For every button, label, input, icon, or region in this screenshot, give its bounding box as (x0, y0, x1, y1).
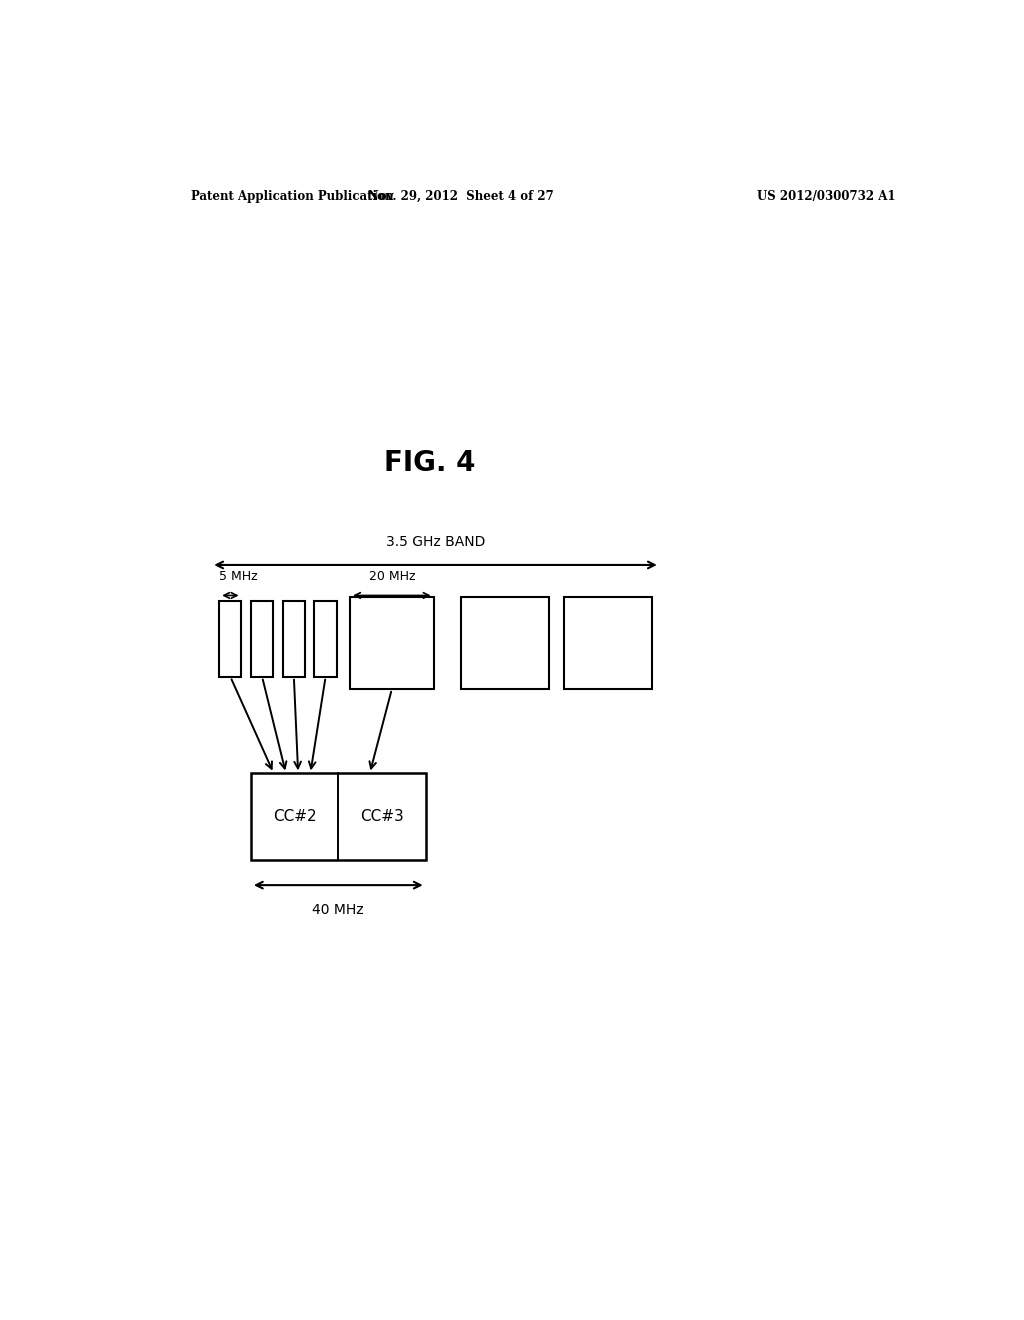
Text: 40 MHz: 40 MHz (312, 903, 365, 917)
Bar (219, 601, 242, 677)
Bar (283, 601, 305, 677)
Bar (251, 601, 273, 677)
Text: CC#2: CC#2 (272, 809, 316, 824)
Text: Patent Application Publication: Patent Application Publication (191, 190, 394, 202)
Bar (251, 774, 426, 859)
Text: FIG. 4: FIG. 4 (384, 449, 475, 478)
Text: 20 MHz: 20 MHz (369, 570, 415, 583)
Text: 3.5 GHz BAND: 3.5 GHz BAND (386, 535, 485, 549)
Bar (350, 598, 433, 689)
Bar (314, 601, 337, 677)
Bar (461, 598, 549, 689)
Text: CC#3: CC#3 (360, 809, 403, 824)
Bar (564, 598, 652, 689)
Text: Nov. 29, 2012  Sheet 4 of 27: Nov. 29, 2012 Sheet 4 of 27 (369, 190, 554, 202)
Text: 5 MHz: 5 MHz (219, 570, 258, 583)
Text: US 2012/0300732 A1: US 2012/0300732 A1 (757, 190, 896, 202)
